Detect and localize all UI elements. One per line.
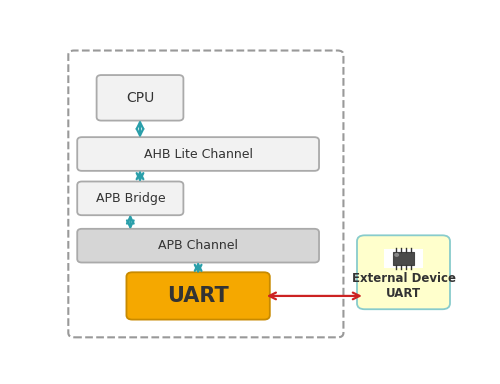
FancyBboxPatch shape <box>96 75 184 121</box>
Text: External Device
UART: External Device UART <box>352 272 456 300</box>
FancyBboxPatch shape <box>357 235 450 309</box>
FancyBboxPatch shape <box>77 182 184 215</box>
Text: APB Bridge: APB Bridge <box>96 192 165 205</box>
Text: CPU: CPU <box>126 91 154 105</box>
FancyBboxPatch shape <box>77 137 319 171</box>
FancyBboxPatch shape <box>384 249 422 268</box>
Text: AHB Lite Channel: AHB Lite Channel <box>144 147 252 161</box>
Text: APB Channel: APB Channel <box>158 239 238 252</box>
FancyBboxPatch shape <box>77 229 319 263</box>
FancyBboxPatch shape <box>393 252 414 265</box>
FancyBboxPatch shape <box>126 272 270 319</box>
Circle shape <box>395 253 398 256</box>
Text: UART: UART <box>167 286 229 306</box>
